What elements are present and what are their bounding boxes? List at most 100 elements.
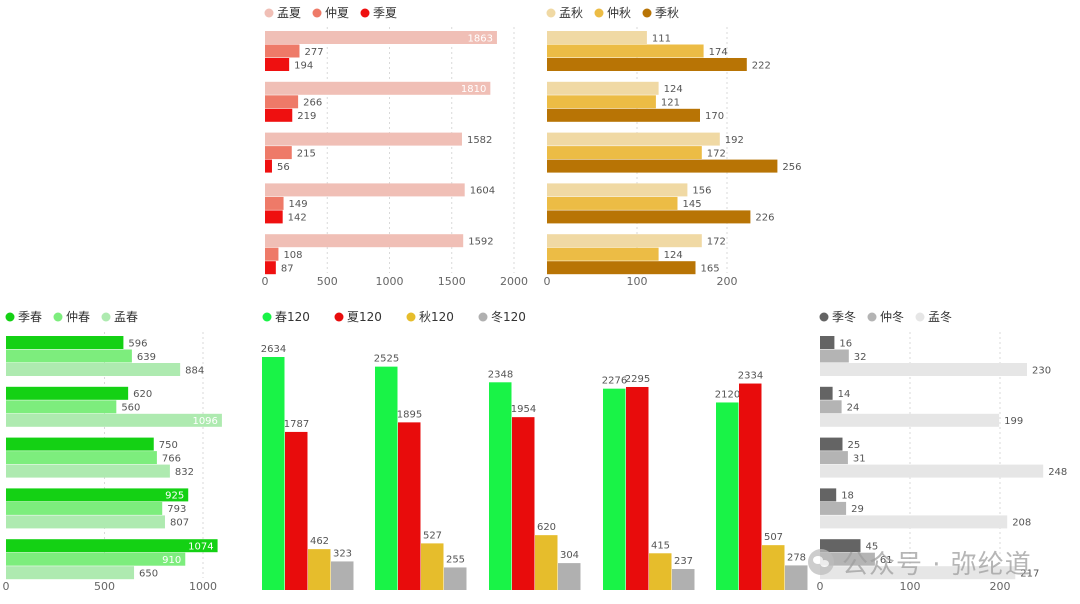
bar-autumn-s1-g1 (547, 95, 656, 109)
data-label-spring-s1-g0: 639 (137, 352, 156, 363)
legend-label-spring-2: 孟春 (114, 310, 138, 324)
column-label-s2-g4: 507 (764, 532, 783, 543)
column-label-s0-g1: 2525 (374, 354, 399, 365)
bar-spring-s2-g1 (6, 413, 222, 427)
legend-marker-summer-1 (312, 8, 322, 18)
wechat-icon (808, 549, 834, 575)
legend-label-seasons120-2: 秋120 (419, 310, 454, 324)
bar-autumn-s1-g3 (547, 196, 678, 210)
legend-label-winter-1: 仲冬 (880, 309, 904, 324)
legend-marker-seasons120-0 (262, 312, 272, 322)
data-label-summer-s2-g0: 194 (294, 60, 313, 71)
data-label-winter-s0-g2: 25 (848, 440, 861, 451)
data-label-winter-s0-g1: 14 (838, 389, 851, 400)
column-label-s2-g0: 462 (310, 536, 329, 547)
legend-marker-winter-1 (867, 312, 877, 322)
column-label-s0-g3: 2276 (602, 376, 627, 387)
data-label-spring-s0-g2: 750 (159, 440, 178, 451)
data-label-autumn-s0-g2: 192 (725, 135, 744, 146)
x-tick-summer-3: 1500 (438, 275, 466, 288)
x-tick-spring-0: 0 (3, 580, 10, 593)
data-label-summer-s1-g4: 108 (283, 250, 302, 261)
bar-spring-s2-g2 (6, 464, 170, 478)
data-label-spring-s0-g1: 620 (133, 389, 152, 400)
data-label-autumn-s0-g3: 156 (692, 186, 711, 197)
bar-autumn-s1-g2 (547, 146, 702, 160)
bar-autumn-s1-g4 (547, 247, 659, 261)
column-s0-g2 (489, 382, 512, 590)
bar-spring-s0-g1 (6, 386, 129, 400)
column-label-s1-g2: 1954 (511, 404, 536, 415)
bar-summer-s0-g1 (265, 81, 491, 95)
legend-label-summer-1: 仲夏 (325, 6, 349, 20)
bar-winter-s1-g1 (820, 400, 842, 414)
x-tick-summer-4: 2000 (500, 275, 528, 288)
x-tick-autumn-1: 100 (627, 275, 648, 288)
bar-autumn-s0-g1 (547, 81, 659, 95)
bar-winter-s2-g2 (820, 464, 1044, 478)
legend-label-seasons120-0: 春120 (275, 310, 310, 324)
legend-marker-spring-0 (5, 312, 15, 322)
column-s2-g3 (649, 553, 672, 590)
data-label-summer-s1-g0: 277 (304, 47, 323, 58)
legend-marker-autumn-1 (594, 8, 604, 18)
x-tick-winter-0: 0 (817, 580, 824, 593)
data-label-winter-s1-g0: 32 (854, 352, 867, 363)
x-tick-summer-2: 1000 (376, 275, 404, 288)
x-tick-winter-2: 200 (990, 580, 1011, 593)
bar-winter-s2-g4 (820, 566, 1016, 580)
data-label-summer-s0-g1: 1810 (461, 84, 486, 95)
data-label-winter-s1-g3: 29 (851, 504, 864, 515)
data-label-autumn-s2-g3: 226 (755, 213, 774, 224)
bar-spring-s1-g2 (6, 451, 157, 465)
legend-label-spring-0: 季春 (18, 310, 42, 324)
legend-marker-seasons120-1 (334, 312, 344, 322)
column-s0-g0 (262, 357, 285, 590)
column-label-s1-g1: 1895 (397, 409, 422, 420)
legend-label-spring-1: 仲春 (66, 310, 90, 324)
data-label-spring-s1-g3: 793 (167, 504, 186, 515)
bar-spring-s1-g1 (6, 400, 117, 414)
data-label-autumn-s2-g2: 256 (782, 162, 801, 173)
bar-summer-s1-g2 (265, 146, 292, 160)
bar-summer-s0-g3 (265, 183, 465, 197)
data-label-spring-s2-g3: 807 (170, 518, 189, 529)
data-label-spring-s2-g1: 1096 (192, 416, 217, 427)
bar-winter-s2-g1 (820, 413, 1000, 427)
legend-marker-autumn-0 (546, 8, 556, 18)
column-label-s1-g3: 2295 (625, 374, 650, 385)
column-s1-g0 (285, 431, 308, 590)
watermark: 公众号 · 弥纶道 (808, 540, 1058, 584)
column-s0-g4 (716, 402, 739, 590)
data-label-summer-s0-g0: 1863 (467, 33, 492, 44)
bar-spring-s2-g0 (6, 363, 181, 376)
bar-spring-s1-g3 (6, 501, 163, 515)
legend-marker-winter-0 (819, 312, 829, 322)
data-label-summer-s0-g3: 1604 (470, 186, 495, 197)
x-tick-winter-1: 100 (900, 580, 921, 593)
data-label-spring-s1-g1: 560 (121, 403, 140, 414)
legend-marker-summer-2 (360, 8, 370, 18)
bar-winter-s2-g0 (820, 363, 1027, 376)
data-label-winter-s2-g2: 248 (1048, 467, 1067, 478)
bar-autumn-s0-g0 (547, 31, 647, 44)
data-label-summer-s1-g1: 266 (303, 98, 322, 109)
legend-label-autumn-1: 仲秋 (607, 6, 631, 20)
column-s2-g2 (535, 535, 558, 590)
data-label-summer-s0-g4: 1592 (468, 236, 493, 247)
data-label-winter-s0-g3: 18 (841, 491, 854, 502)
legend-label-seasons120-1: 夏120 (347, 310, 382, 324)
data-label-winter-s1-g2: 31 (853, 453, 866, 464)
bar-winter-s0-g2 (820, 437, 843, 451)
legend-marker-seasons120-3 (478, 312, 488, 322)
column-label-s2-g3: 415 (651, 540, 670, 551)
legend-label-winter-2: 孟冬 (928, 309, 952, 324)
bar-autumn-s0-g2 (547, 132, 720, 146)
bar-summer-s0-g4 (265, 234, 464, 248)
column-s1-g4 (739, 383, 762, 590)
data-label-summer-s2-g1: 219 (297, 111, 316, 122)
bar-summer-s2-g3 (265, 210, 283, 224)
column-label-s1-g0: 1787 (284, 419, 309, 430)
column-s3-g2 (558, 563, 581, 590)
